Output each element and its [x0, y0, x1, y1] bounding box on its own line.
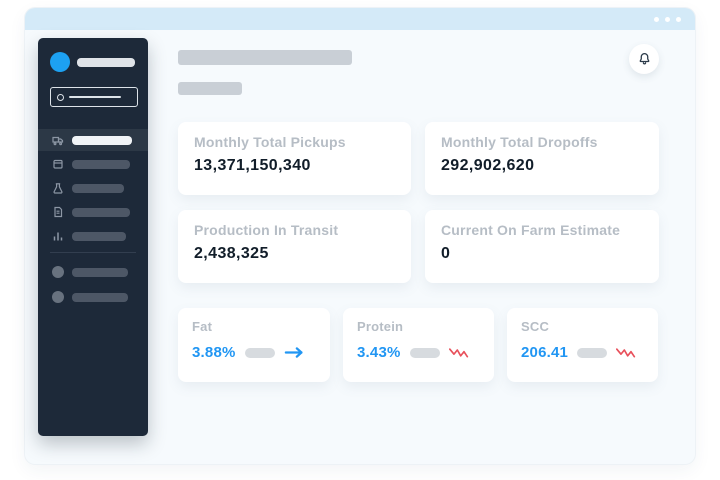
menu-label-placeholder	[72, 159, 130, 169]
stat-card-monthly-total-pickups: Monthly Total Pickups 13,371,150,340	[178, 122, 411, 195]
page-title-placeholder	[178, 50, 352, 65]
search-icon	[57, 93, 64, 101]
metric-value: 206.41	[521, 344, 569, 361]
metric-trend-placeholder	[244, 347, 275, 358]
metric-label: Fat	[192, 319, 213, 334]
app-window: Monthly Total Pickups 13,371,150,340 Mon…	[25, 8, 695, 464]
metric-row: 3.43%	[357, 344, 484, 361]
menu-label-placeholder	[72, 292, 128, 302]
sidebar-footer-item-2[interactable]	[50, 286, 138, 308]
menu-label-placeholder	[72, 207, 130, 217]
dot-icon	[52, 291, 64, 303]
metrics-grid: Fat 3.88% Protein 3.43%	[178, 308, 659, 382]
metric-trend-placeholder	[577, 347, 608, 358]
sidebar-item-2[interactable]	[38, 153, 148, 175]
window-control-dot[interactable]	[654, 16, 659, 22]
flask-icon	[53, 183, 63, 194]
sparkline-down-icon	[448, 348, 468, 358]
bell-icon	[639, 52, 649, 65]
stat-value: 2,438,325	[194, 245, 269, 262]
truck-icon	[52, 136, 64, 146]
stat-value: 0	[441, 245, 451, 262]
metric-trend-placeholder	[409, 347, 440, 358]
search-placeholder-line	[69, 96, 121, 98]
window-titlebar	[25, 8, 695, 30]
bar-chart-icon	[53, 232, 63, 241]
sidebar-item-3[interactable]	[38, 177, 148, 199]
stat-value: 292,902,620	[441, 157, 535, 174]
metric-label: SCC	[521, 319, 550, 334]
box-icon	[53, 159, 63, 169]
sidebar-footer-item-1[interactable]	[50, 261, 138, 283]
stat-label: Production In Transit	[194, 222, 339, 238]
sidebar-item-5[interactable]	[38, 225, 148, 247]
menu-label-placeholder	[72, 135, 132, 145]
profile-name-placeholder	[77, 57, 135, 67]
stat-label: Monthly Total Pickups	[194, 134, 346, 150]
stat-label: Monthly Total Dropoffs	[441, 134, 598, 150]
stat-card-current-on-farm-estimate: Current On Farm Estimate 0	[425, 210, 659, 283]
page-subtitle-placeholder	[178, 82, 242, 95]
menu-label-placeholder	[72, 231, 126, 241]
stat-card-production-in-transit: Production In Transit 2,438,325	[178, 210, 411, 283]
dot-icon	[52, 266, 64, 278]
metric-card-fat: Fat 3.88%	[178, 308, 330, 382]
menu-label-placeholder	[72, 267, 128, 277]
window-control-dot[interactable]	[676, 16, 681, 22]
window-control-dot[interactable]	[665, 16, 670, 22]
search-input[interactable]	[50, 87, 138, 107]
sidebar-footer	[50, 261, 138, 308]
stats-grid: Monthly Total Pickups 13,371,150,340 Mon…	[178, 122, 659, 283]
metric-value: 3.43%	[357, 344, 401, 361]
metric-row: 206.41	[521, 344, 648, 361]
metric-row: 3.88%	[192, 344, 320, 361]
stat-label: Current On Farm Estimate	[441, 222, 621, 238]
sparkline-down-icon	[616, 348, 636, 358]
sidebar-item-1[interactable]	[38, 129, 148, 151]
stat-card-monthly-total-dropoffs: Monthly Total Dropoffs 292,902,620	[425, 122, 659, 195]
sidebar-item-4[interactable]	[38, 201, 148, 223]
sidebar	[38, 38, 148, 436]
profile-section	[50, 52, 138, 72]
avatar[interactable]	[50, 52, 70, 72]
stat-value: 13,371,150,340	[194, 157, 311, 174]
metric-card-scc: SCC 206.41	[507, 308, 658, 382]
menu-label-placeholder	[72, 183, 124, 193]
arrow-right-icon	[284, 347, 303, 358]
document-icon	[54, 206, 63, 218]
metric-card-protein: Protein 3.43%	[343, 308, 494, 382]
metric-value: 3.88%	[192, 344, 236, 361]
sidebar-menu	[38, 129, 148, 247]
metric-label: Protein	[357, 319, 404, 334]
sidebar-divider	[50, 252, 136, 253]
notification-button[interactable]	[629, 44, 659, 74]
